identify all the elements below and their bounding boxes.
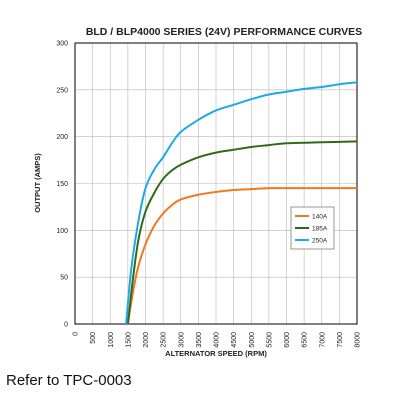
plot-frame [74, 42, 358, 325]
series-line-140A [126, 187, 357, 325]
x-tick-label: 1000 [108, 332, 115, 348]
legend: 140A 185A 250A [290, 206, 335, 250]
x-tick-label: 500 [90, 332, 97, 344]
y-tick-label: 0 [64, 322, 68, 329]
x-tick-label: 2500 [161, 332, 168, 348]
x-tick-label: 3000 [178, 332, 185, 348]
legend-label: 140A [312, 213, 328, 220]
x-tick-label: 3500 [196, 332, 203, 348]
grid-lines [74, 42, 358, 325]
x-tick-label: 5000 [249, 332, 256, 348]
series-line-250A [125, 81, 358, 325]
y-tick-label: 100 [56, 228, 68, 235]
y-axis-ticks: 0 50 100 150 200 250 300 [56, 41, 68, 329]
series-lines [125, 81, 358, 325]
x-tick-label: 7000 [319, 332, 326, 348]
x-tick-label: 5500 [266, 332, 273, 348]
x-tick-label: 4500 [231, 332, 238, 348]
x-tick-label: 0 [73, 332, 80, 336]
x-tick-label: 1500 [125, 332, 132, 348]
legend-box [290, 206, 335, 250]
chart-title: BLD / BLP4000 SERIES (24V) PERFORMANCE C… [86, 26, 362, 38]
performance-chart: BLD / BLP4000 SERIES (24V) PERFORMANCE C… [33, 26, 362, 358]
y-tick-label: 50 [60, 275, 68, 282]
y-tick-label: 200 [56, 134, 68, 141]
x-tick-label: 8000 [355, 332, 362, 348]
y-tick-label: 300 [56, 41, 68, 48]
legend-label: 250A [312, 237, 328, 244]
y-axis-label: OUTPUT (AMPS) [33, 153, 42, 213]
x-tick-label: 6500 [302, 332, 309, 348]
x-axis-ticks: 0 500 1000 1500 2000 2500 3000 3500 4000 4500 5000… [73, 332, 362, 348]
footnote-reference: Refer to TPC-0003 [6, 372, 132, 389]
x-tick-label: 4000 [214, 332, 221, 348]
x-axis-label: ALTERNATOR SPEED (RPM) [165, 349, 267, 358]
legend-label: 185A [312, 225, 328, 232]
series-line-185A [126, 140, 358, 325]
x-tick-label: 7500 [337, 332, 344, 348]
x-tick-label: 2000 [143, 332, 150, 348]
x-tick-label: 6000 [284, 332, 291, 348]
y-tick-label: 250 [56, 87, 68, 94]
y-tick-label: 150 [56, 181, 68, 188]
